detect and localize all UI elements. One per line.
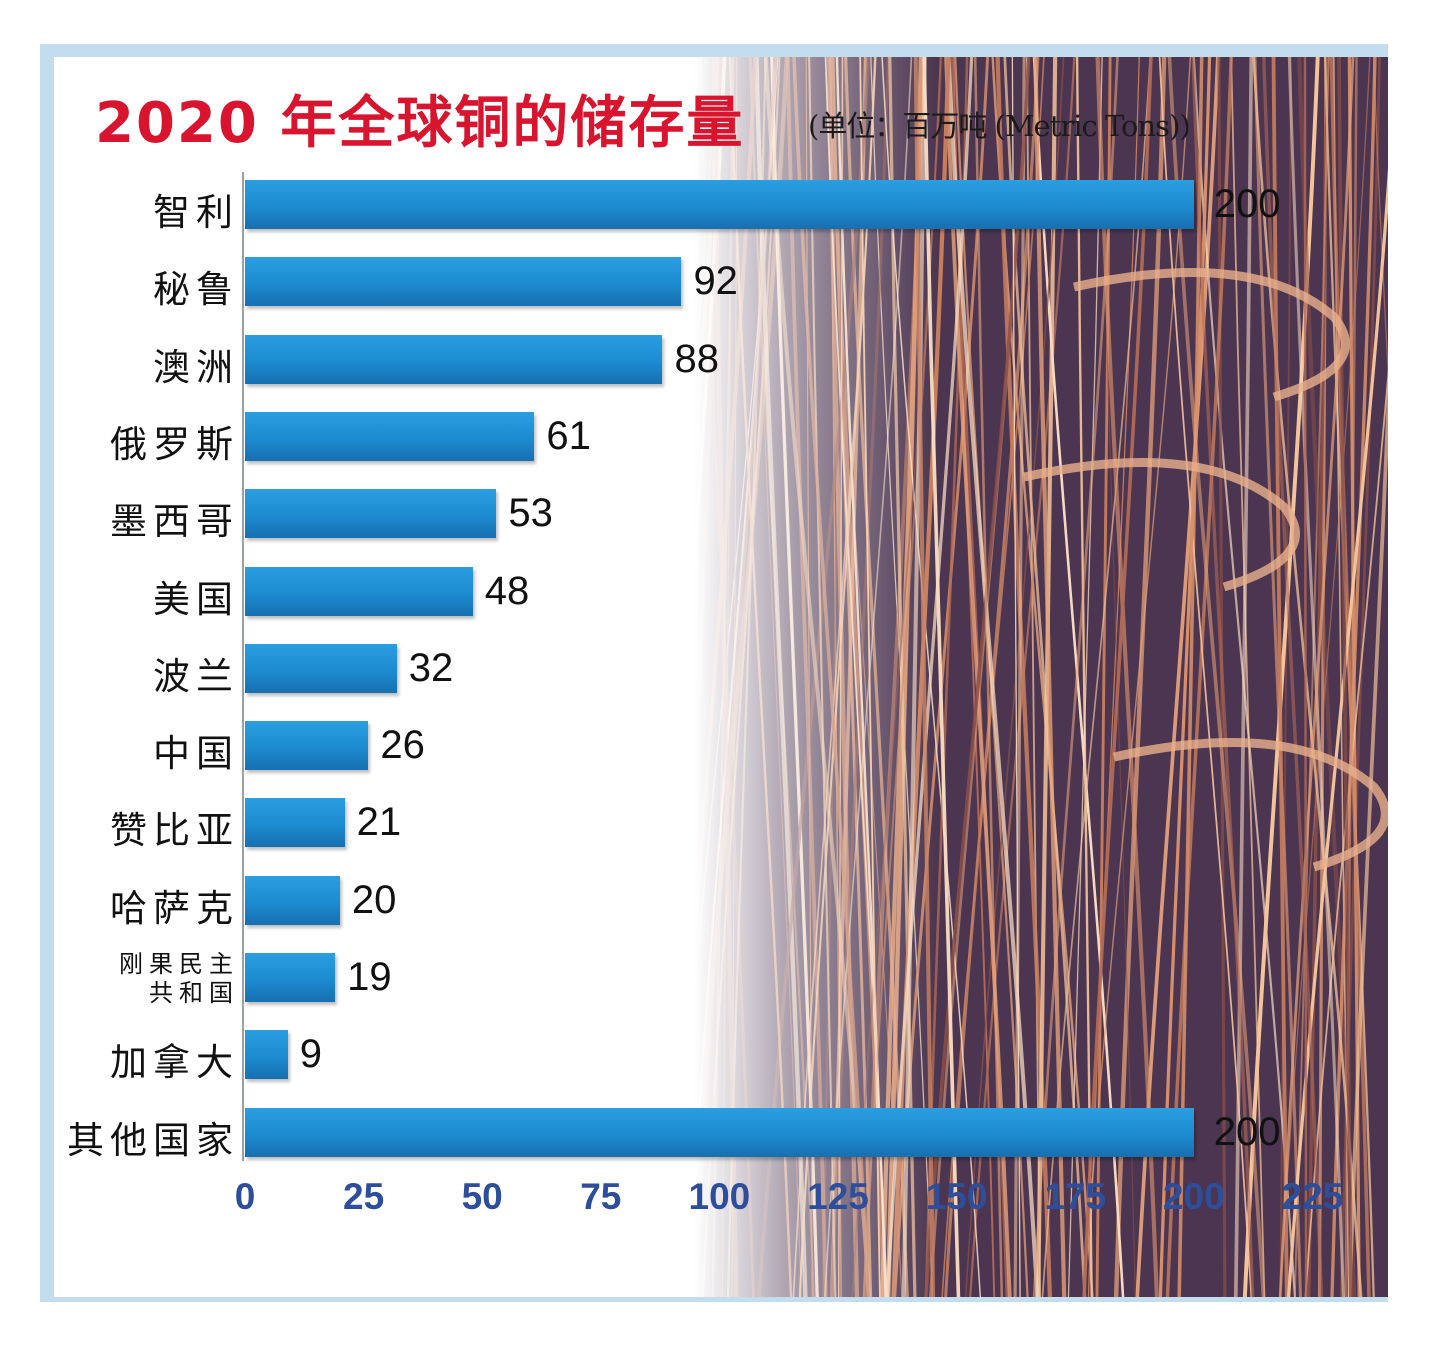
- category-label-2: 澳洲: [153, 337, 239, 391]
- category-label-line: 秘鲁: [153, 268, 239, 312]
- chart-unit: (单位：百万吨 (Metric Tons)): [808, 109, 1191, 143]
- copper-strand: [1271, 57, 1289, 1297]
- copper-strand: [1304, 367, 1388, 1297]
- x-tick-label-3: 75: [580, 1176, 622, 1217]
- category-label-10: 刚果民主 共和国: [119, 950, 239, 1008]
- bar-11: [245, 1030, 288, 1080]
- bar-7: [245, 721, 369, 771]
- copper-strand: [1253, 57, 1303, 1297]
- copper-strand: [1279, 57, 1371, 1297]
- x-tick-label-4: 100: [688, 1176, 751, 1217]
- chart-title: 2020 年全球铜的储存量: [95, 91, 745, 156]
- bar-4: [245, 489, 497, 539]
- x-tick-label-8: 200: [1162, 1176, 1225, 1217]
- value-label-12: 200: [1213, 1109, 1281, 1154]
- category-label-6: 波兰: [153, 646, 239, 700]
- category-label-5: 美国: [153, 569, 239, 623]
- x-tick-label-5: 125: [807, 1176, 869, 1217]
- x-tick-label-2: 50: [461, 1176, 503, 1217]
- value-label-5: 48: [484, 568, 530, 613]
- bar-6: [245, 643, 397, 693]
- value-label-7: 26: [380, 723, 425, 768]
- category-label-8: 赞比亚: [110, 800, 239, 854]
- category-label-line: 中国: [153, 732, 239, 776]
- copper-strand: [1337, 57, 1353, 1297]
- category-label-1: 秘鲁: [153, 259, 239, 313]
- value-label-8: 21: [356, 800, 402, 845]
- category-label-line: 赞比亚: [110, 809, 239, 853]
- bar-9: [245, 875, 340, 925]
- category-label-line: 加拿大: [110, 1041, 239, 1085]
- category-label-12: 其他国家: [67, 1110, 239, 1164]
- bar-3: [245, 411, 535, 461]
- copper-coil: [1073, 267, 1350, 402]
- x-tick-label-9: 225: [1281, 1176, 1344, 1217]
- copper-strand: [1287, 57, 1345, 1297]
- copper-coil: [1113, 737, 1388, 872]
- category-label-9: 哈萨克: [110, 878, 239, 932]
- copper-strand: [1278, 57, 1355, 1297]
- category-label-line: 澳洲: [153, 345, 239, 389]
- x-tick-label-6: 150: [925, 1176, 988, 1217]
- category-label-line: 智利: [153, 191, 239, 234]
- bar-2: [245, 334, 663, 384]
- bar-0: [245, 180, 1194, 229]
- category-label-line: 哈萨克: [110, 886, 239, 930]
- value-label-3: 61: [546, 413, 591, 458]
- category-label-line: 刚果民主: [119, 950, 239, 978]
- category-label-4: 墨西哥: [110, 491, 239, 545]
- category-label-0: 智利: [153, 182, 239, 236]
- category-label-line: 墨西哥: [110, 500, 239, 544]
- copper-strand: [1242, 57, 1320, 1297]
- copper-strand: [1233, 57, 1254, 1297]
- bar-1: [245, 257, 682, 307]
- value-label-4: 53: [508, 491, 553, 536]
- category-label-3: 俄罗斯: [110, 414, 239, 468]
- x-tick-label-0: 0: [234, 1176, 256, 1217]
- value-label-10: 19: [347, 955, 392, 999]
- copper-strand: [1347, 369, 1388, 1297]
- value-label-9: 20: [351, 877, 397, 922]
- copper-strand: [1262, 57, 1324, 1297]
- category-label-line: 共和国: [149, 979, 239, 1007]
- bar-12: [245, 1107, 1194, 1157]
- copper-strand: [1191, 57, 1255, 1297]
- copper-strand: [1230, 57, 1266, 1297]
- x-tick-label-7: 175: [1044, 1176, 1107, 1217]
- category-label-line: 波兰: [153, 654, 239, 698]
- copper-coil: [1023, 457, 1300, 592]
- category-label-11: 加拿大: [110, 1032, 239, 1086]
- copper-strand: [1329, 57, 1371, 1297]
- category-label-line: 俄罗斯: [110, 422, 239, 466]
- bar-5: [245, 566, 473, 616]
- copper-strand: [1303, 57, 1308, 1297]
- value-label-11: 9: [299, 1032, 322, 1077]
- copper-strand: [1373, 57, 1388, 382]
- copper-strand: [1293, 57, 1330, 1297]
- category-label-line: 其他国家: [67, 1118, 239, 1162]
- bar-10: [245, 953, 336, 1002]
- value-label-6: 32: [408, 645, 454, 690]
- category-label-7: 中国: [153, 723, 239, 777]
- value-label-0: 200: [1213, 182, 1281, 226]
- value-label-2: 88: [674, 336, 719, 381]
- bar-8: [245, 798, 345, 848]
- x-tick-label-1: 25: [343, 1176, 385, 1217]
- y-axis-line: [242, 172, 244, 1161]
- category-label-line: 美国: [153, 577, 239, 621]
- value-label-1: 92: [693, 259, 738, 304]
